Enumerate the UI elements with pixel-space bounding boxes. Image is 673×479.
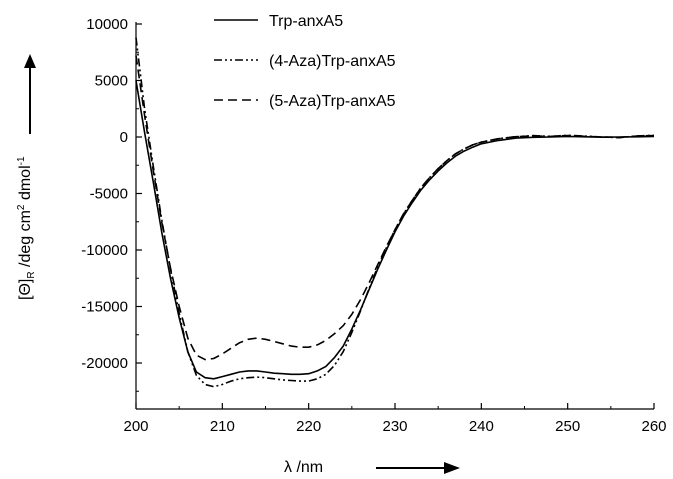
x-axis-title: λ /nm — [284, 459, 323, 476]
x-axis-direction-arrow — [376, 462, 460, 474]
x-tick-label: 240 — [469, 418, 494, 435]
y-axis-title-sup-neg1: -1 — [16, 156, 27, 165]
legend-label-2: (5-Aza)Trp-anxA5 — [269, 93, 396, 110]
x-tick-label: 250 — [555, 418, 580, 435]
y-axis-title-theta: [Θ] — [17, 279, 34, 300]
series-line-0 — [135, 80, 655, 380]
y-axis-title-sub-r: R — [26, 271, 37, 278]
x-tick-label: 230 — [382, 418, 407, 435]
y-tick-label: 10000 — [86, 16, 128, 33]
y-axis-title-sup-2: 2 — [16, 204, 27, 210]
y-tick-label: 5000 — [95, 73, 128, 90]
x-tick-label: 210 — [210, 418, 235, 435]
y-tick-label: -20000 — [81, 355, 128, 372]
x-tick-label: 260 — [641, 418, 666, 435]
y-tick-label: -15000 — [81, 299, 128, 316]
plot-frame — [135, 22, 654, 410]
y-axis-title: [Θ]R /deg cm2 dmol-1 — [16, 156, 37, 300]
legend: Trp-anxA5 (4-Aza)Trp-anxA5 (5-Aza)Trp-anxA… — [214, 13, 396, 110]
legend-label-1: (4-Aza)Trp-anxA5 — [269, 53, 396, 70]
y-axis-title-mid2: dmol — [17, 165, 34, 204]
x-tick-label: 200 — [123, 418, 148, 435]
series-line-2 — [135, 55, 655, 361]
y-tick-label: 0 — [120, 129, 128, 146]
y-tick-label: -5000 — [90, 186, 128, 203]
series-line-1 — [135, 37, 655, 388]
legend-label-0: Trp-anxA5 — [269, 13, 343, 30]
x-axis-ticks: 200 210 220 230 240 250 260 — [123, 403, 667, 435]
x-tick-label: 220 — [296, 418, 321, 435]
y-axis-ticks: 10000 5000 0 -5000 -10000 -15000 -20000 — [81, 16, 142, 392]
y-tick-label: -10000 — [81, 242, 128, 259]
y-axis-title-mid: /deg cm — [17, 210, 34, 271]
y-axis-direction-arrow — [24, 54, 36, 134]
series-layer — [135, 37, 655, 388]
